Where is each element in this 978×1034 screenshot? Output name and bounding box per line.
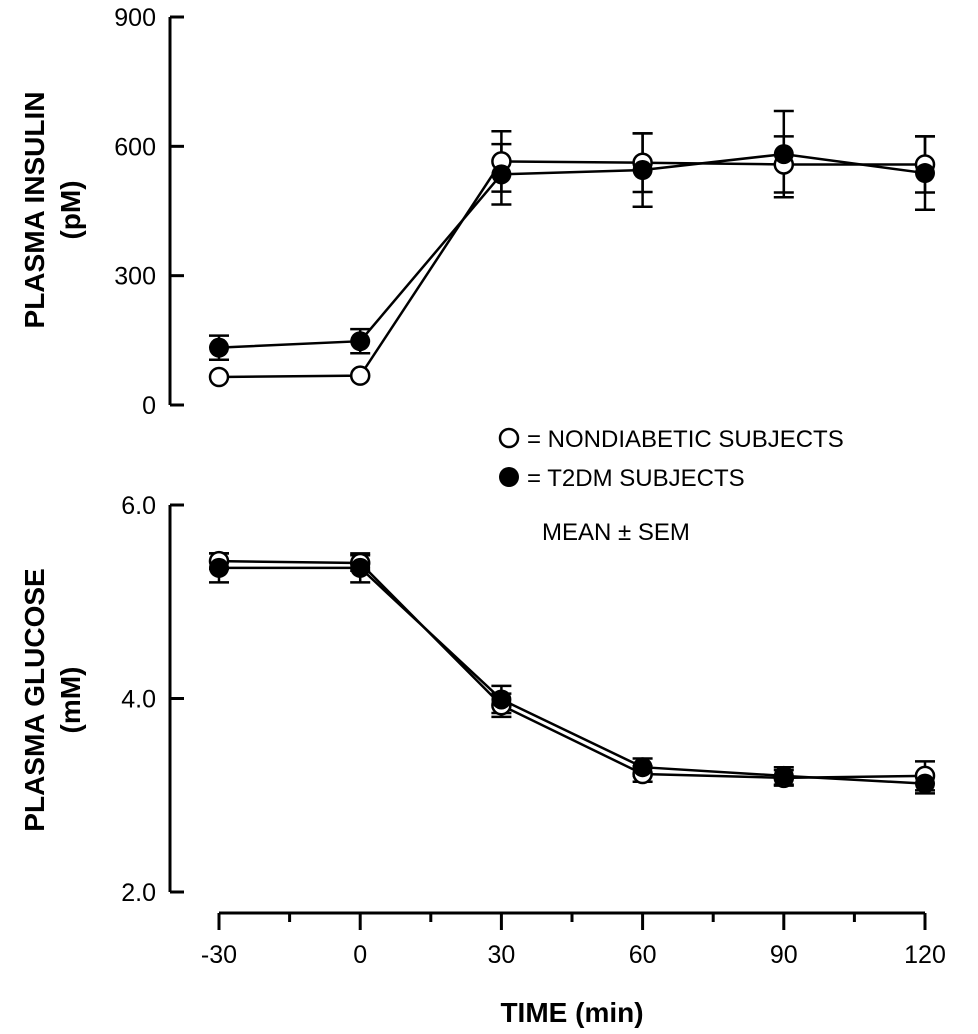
- legend: = NONDIABETIC SUBJECTS = T2DM SUBJECTS M…: [498, 426, 844, 546]
- glucose-series-1-point-2: [491, 689, 512, 710]
- glucose-series-1-line: [219, 566, 926, 785]
- insulin-ylabel-line1: PLASMA INSULIN: [19, 92, 50, 329]
- x-tick-label-2: 30: [487, 941, 515, 969]
- glucose-series-1-point-3: [632, 757, 653, 778]
- glucose-series-1-point-5: [915, 773, 935, 794]
- insulin-series-1-point-2: [491, 164, 512, 185]
- x-axis-label: TIME (min): [500, 997, 643, 1028]
- insulin-y-tick-label-3: 900: [114, 4, 156, 32]
- x-tick-label-0: -30: [201, 941, 237, 969]
- x-tick-label-5: 120: [904, 941, 946, 969]
- insulin-series-1-line: [218, 152, 926, 349]
- glucose-y-tick-label-0: 2.0: [121, 879, 156, 907]
- insulin-series-1-point-4: [773, 144, 794, 165]
- legend-filled-circle-icon: [499, 467, 519, 487]
- legend-t2dm-label: = T2DM SUBJECTS: [527, 465, 745, 492]
- glucose-series-1-point-4: [773, 765, 794, 786]
- glucose-y-tick-label-1: 4.0: [121, 686, 156, 714]
- insulin-series-1-point-1: [350, 331, 371, 352]
- legend-stat-label: MEAN ± SEM: [542, 519, 690, 546]
- glucose-ylabel-line2: (mM): [55, 667, 86, 734]
- glucose-series-0-line: [218, 559, 926, 780]
- insulin-ylabel-line2: (pM): [55, 180, 86, 239]
- insulin-series-1-point-3: [632, 160, 653, 181]
- glucose-y-tick-label-2: 6.0: [121, 492, 156, 520]
- glucose-series-1-point-0: [209, 557, 229, 578]
- insulin-y-tick-label-2: 600: [114, 133, 156, 161]
- legend-open-circle-icon: [498, 427, 520, 449]
- legend-nondiabetic-label: = NONDIABETIC SUBJECTS: [527, 426, 844, 453]
- insulin-series-0-line: [218, 160, 925, 379]
- x-tick-label-4: 90: [770, 941, 798, 969]
- insulin-y-tick-label-1: 300: [114, 263, 156, 291]
- x-tick-label-3: 60: [629, 941, 657, 969]
- insulin-series-0-point-0: [208, 366, 230, 388]
- x-tick-label-1: 0: [353, 941, 367, 969]
- glucose-series-1-point-1: [350, 557, 371, 578]
- glucose-ylabel-line1: PLASMA GLUCOSE: [19, 568, 50, 831]
- insulin-y-tick-label-0: 0: [142, 392, 156, 420]
- insulin-series-1-point-5: [915, 163, 935, 184]
- insulin-series-0-point-1: [349, 365, 371, 386]
- insulin-series-1-point-0: [209, 337, 229, 358]
